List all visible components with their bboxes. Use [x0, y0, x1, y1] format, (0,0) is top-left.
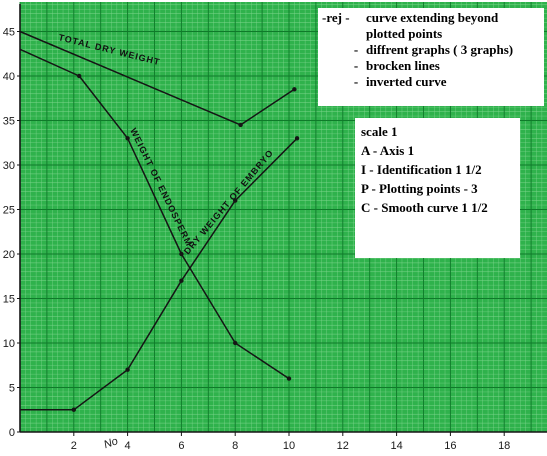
data-point — [286, 376, 292, 381]
data-point — [294, 136, 300, 141]
x-tick-label: 2 — [71, 440, 77, 452]
x-tick-label: 14 — [390, 440, 402, 452]
y-tick-label: 0 — [9, 427, 15, 439]
x-tick-label: 4 — [125, 440, 131, 452]
data-point — [238, 122, 243, 128]
scale-item-axis: A - Axis 1 — [361, 143, 415, 158]
series-line-3 — [20, 137, 298, 411]
data-point — [71, 407, 77, 412]
x-axis-fragment: No — [102, 435, 119, 451]
data-point — [179, 251, 184, 257]
data-point — [125, 367, 130, 372]
data-point — [292, 87, 297, 92]
data-point — [233, 340, 238, 346]
x-tick-label: 12 — [337, 440, 349, 452]
y-tick-label: 15 — [3, 294, 15, 306]
marking-scale-box: scale 1 A - Axis 1 I - Identification 1 … — [355, 118, 520, 258]
scale-item-identification: I - Identification 1 1/2 — [361, 162, 482, 177]
series-line-2 — [19, 48, 290, 380]
rej-lead: -rej - — [322, 10, 350, 25]
rej-item: inverted curve — [366, 74, 447, 89]
data-point — [76, 73, 82, 79]
rej-item: curve extending beyond — [366, 10, 499, 25]
y-tick-label: 35 — [3, 116, 15, 128]
y-tick-label: 40 — [3, 71, 15, 83]
x-tick-label: 10 — [283, 440, 295, 452]
rej-item: brocken lines — [366, 58, 440, 73]
x-tick-label: 8 — [232, 440, 238, 452]
x-tick-label: 6 — [178, 440, 184, 452]
y-tick-label: 25 — [3, 205, 15, 217]
rejection-notes-box: -rej - curve extending beyond plotted po… — [318, 8, 544, 106]
y-tick-label: 30 — [3, 160, 15, 172]
series-layer — [19, 30, 300, 412]
scale-title: scale 1 — [361, 124, 398, 139]
scale-item-plotting: P - Plotting points - 3 — [361, 181, 478, 196]
data-point — [233, 198, 238, 203]
data-point — [179, 278, 184, 283]
y-tick-label: 5 — [9, 383, 15, 395]
y-tick-label: 45 — [3, 27, 15, 39]
rej-item: diffrent graphs ( 3 graphs) — [366, 42, 514, 57]
scale-item-smooth-curve: C - Smooth curve 1 1/2 — [361, 200, 488, 215]
data-point — [125, 136, 130, 141]
y-tick-label: 10 — [3, 338, 15, 350]
y-tick-label: 20 — [3, 249, 15, 261]
tick-labels: 2 4 6 8 10 12 14 16 18 0 5 10 15 20 25 30 35 40 45 No — [3, 27, 511, 453]
rej-item: plotted points — [366, 26, 443, 41]
axes — [19, 4, 547, 433]
x-tick-label: 18 — [498, 440, 510, 452]
x-tick-label: 16 — [444, 440, 456, 452]
